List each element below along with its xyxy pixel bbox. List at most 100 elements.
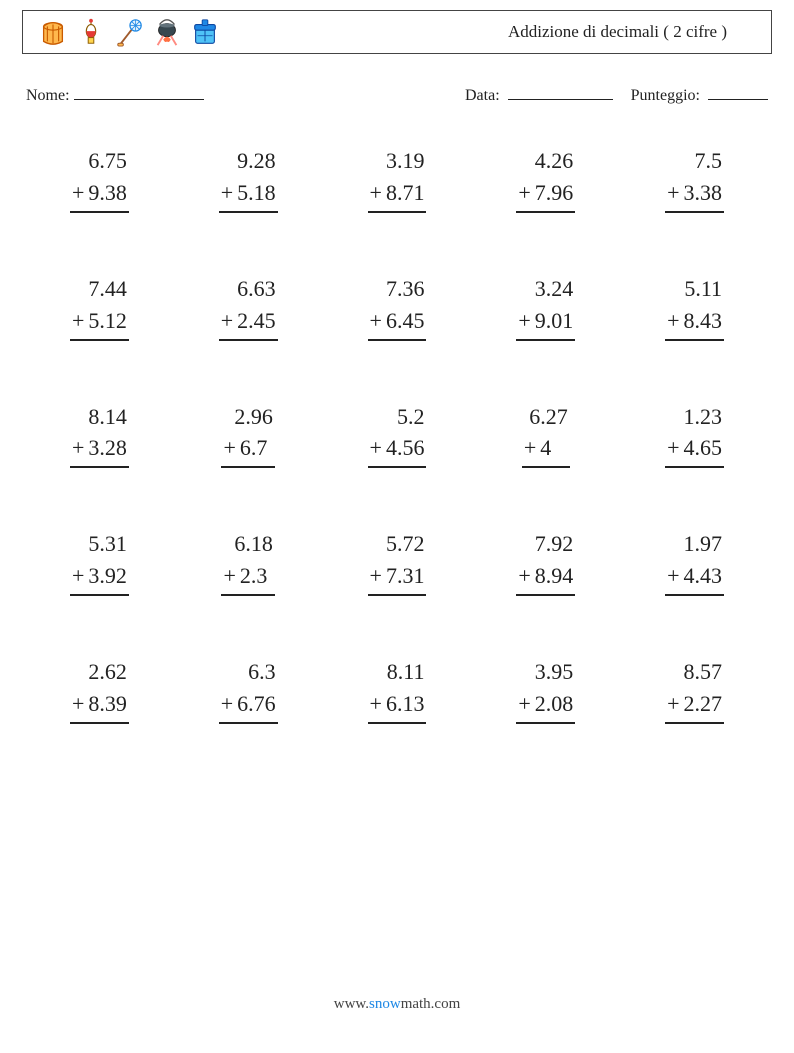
problem-stack: 8.57+2.27	[665, 656, 724, 724]
addend-bottom-value: 8.71	[386, 180, 425, 205]
addend-bottom-value: 2.08	[535, 691, 574, 716]
name-blank[interactable]	[74, 84, 204, 100]
problem: 5.2+4.56	[328, 401, 467, 469]
addend-top: 6.75	[70, 145, 129, 177]
addend-bottom-value: 6.45	[386, 308, 425, 333]
problem: 6.27+4	[476, 401, 615, 469]
problem-stack: 6.18+2.3	[221, 528, 274, 596]
addend-top: 9.28	[219, 145, 278, 177]
problem: 7.5+3.38	[625, 145, 764, 213]
problem-stack: 1.23+4.65	[665, 401, 724, 469]
problem-stack: 7.5+3.38	[665, 145, 724, 213]
operator: +	[370, 177, 386, 209]
addend-bottom: +3.28	[70, 432, 129, 468]
date-blank[interactable]	[508, 84, 613, 100]
problem: 9.28+5.18	[179, 145, 318, 213]
addend-bottom-value: 4	[540, 435, 568, 460]
addend-top: 3.19	[368, 145, 427, 177]
addend-bottom-value: 8.39	[88, 691, 127, 716]
operator: +	[667, 688, 683, 720]
addend-bottom-value: 5.12	[88, 308, 127, 333]
operator: +	[221, 305, 237, 337]
name-label: Nome:	[26, 87, 70, 105]
problem-stack: 6.3+6.76	[219, 656, 278, 724]
problem: 3.19+8.71	[328, 145, 467, 213]
operator: +	[223, 432, 239, 464]
score-blank[interactable]	[708, 84, 768, 100]
addend-bottom: +9.38	[70, 177, 129, 213]
addend-bottom: +3.38	[665, 177, 724, 213]
addend-bottom: +6.13	[368, 688, 427, 724]
operator: +	[72, 305, 88, 337]
header-box: Addizione di decimali ( 2 cifre )	[22, 10, 772, 54]
problem-stack: 3.19+8.71	[368, 145, 427, 213]
addend-top: 8.14	[70, 401, 129, 433]
addend-bottom-value: 5.18	[237, 180, 276, 205]
addend-top: 1.23	[665, 401, 724, 433]
problem-stack: 2.96+6.7	[221, 401, 274, 469]
addend-bottom: +6.7	[221, 432, 274, 468]
net-icon	[113, 16, 145, 48]
addend-bottom-value: 6.76	[237, 691, 276, 716]
addend-bottom-value: 3.92	[88, 563, 127, 588]
addend-top: 4.26	[516, 145, 575, 177]
addend-bottom: +2.27	[665, 688, 724, 724]
addend-top: 6.63	[219, 273, 278, 305]
addend-bottom: +6.76	[219, 688, 278, 724]
problem: 3.24+9.01	[476, 273, 615, 341]
problem-stack: 7.44+5.12	[70, 273, 129, 341]
operator: +	[518, 177, 534, 209]
addend-bottom: +9.01	[516, 305, 575, 341]
addend-bottom-value: 2.3	[240, 563, 273, 588]
problem: 8.11+6.13	[328, 656, 467, 724]
addend-bottom-value: 9.38	[88, 180, 127, 205]
addend-bottom-value: 2.45	[237, 308, 276, 333]
operator: +	[72, 432, 88, 464]
boat-icon	[37, 16, 69, 48]
operator: +	[72, 688, 88, 720]
addend-bottom: +2.08	[516, 688, 575, 724]
problem-stack: 7.92+8.94	[516, 528, 575, 596]
addend-top: 8.11	[368, 656, 427, 688]
problem: 3.95+2.08	[476, 656, 615, 724]
addend-top: 5.31	[70, 528, 129, 560]
operator: +	[518, 688, 534, 720]
footer-prefix: www.	[334, 996, 369, 1012]
problem: 2.96+6.7	[179, 401, 318, 469]
problem-stack: 5.72+7.31	[368, 528, 427, 596]
addend-bottom: +5.18	[219, 177, 278, 213]
addend-bottom: +8.43	[665, 305, 724, 341]
problem: 6.75+9.38	[30, 145, 169, 213]
problem: 5.72+7.31	[328, 528, 467, 596]
meta-score: Punteggio:	[631, 84, 768, 105]
addend-bottom: +8.94	[516, 560, 575, 596]
operator: +	[518, 305, 534, 337]
problem-stack: 6.63+2.45	[219, 273, 278, 341]
meta-row: Nome: Data: Punteggio:	[22, 84, 772, 105]
problem-stack: 8.11+6.13	[368, 656, 427, 724]
operator: +	[72, 560, 88, 592]
operator: +	[72, 177, 88, 209]
problem: 5.11+8.43	[625, 273, 764, 341]
addend-top: 1.97	[665, 528, 724, 560]
addend-top: 7.44	[70, 273, 129, 305]
problem: 8.57+2.27	[625, 656, 764, 724]
operator: +	[223, 560, 239, 592]
problem: 6.63+2.45	[179, 273, 318, 341]
problem-stack: 2.62+8.39	[70, 656, 129, 724]
problem-stack: 5.11+8.43	[665, 273, 724, 341]
addend-top: 2.62	[70, 656, 129, 688]
addend-top: 6.27	[522, 401, 570, 433]
problems-grid: 6.75+9.389.28+5.183.19+8.714.26+7.967.5+…	[22, 145, 772, 724]
addend-bottom-value: 7.31	[386, 563, 425, 588]
problem: 6.3+6.76	[179, 656, 318, 724]
addend-top: 2.96	[221, 401, 274, 433]
problem-stack: 8.14+3.28	[70, 401, 129, 469]
addend-bottom: +4.65	[665, 432, 724, 468]
problem: 7.44+5.12	[30, 273, 169, 341]
addend-bottom-value: 6.7	[240, 435, 273, 460]
footer-suffix: math.com	[401, 996, 461, 1012]
problem-stack: 4.26+7.96	[516, 145, 575, 213]
footer-url: www.snowmath.com	[0, 996, 794, 1013]
addend-top: 7.5	[665, 145, 724, 177]
